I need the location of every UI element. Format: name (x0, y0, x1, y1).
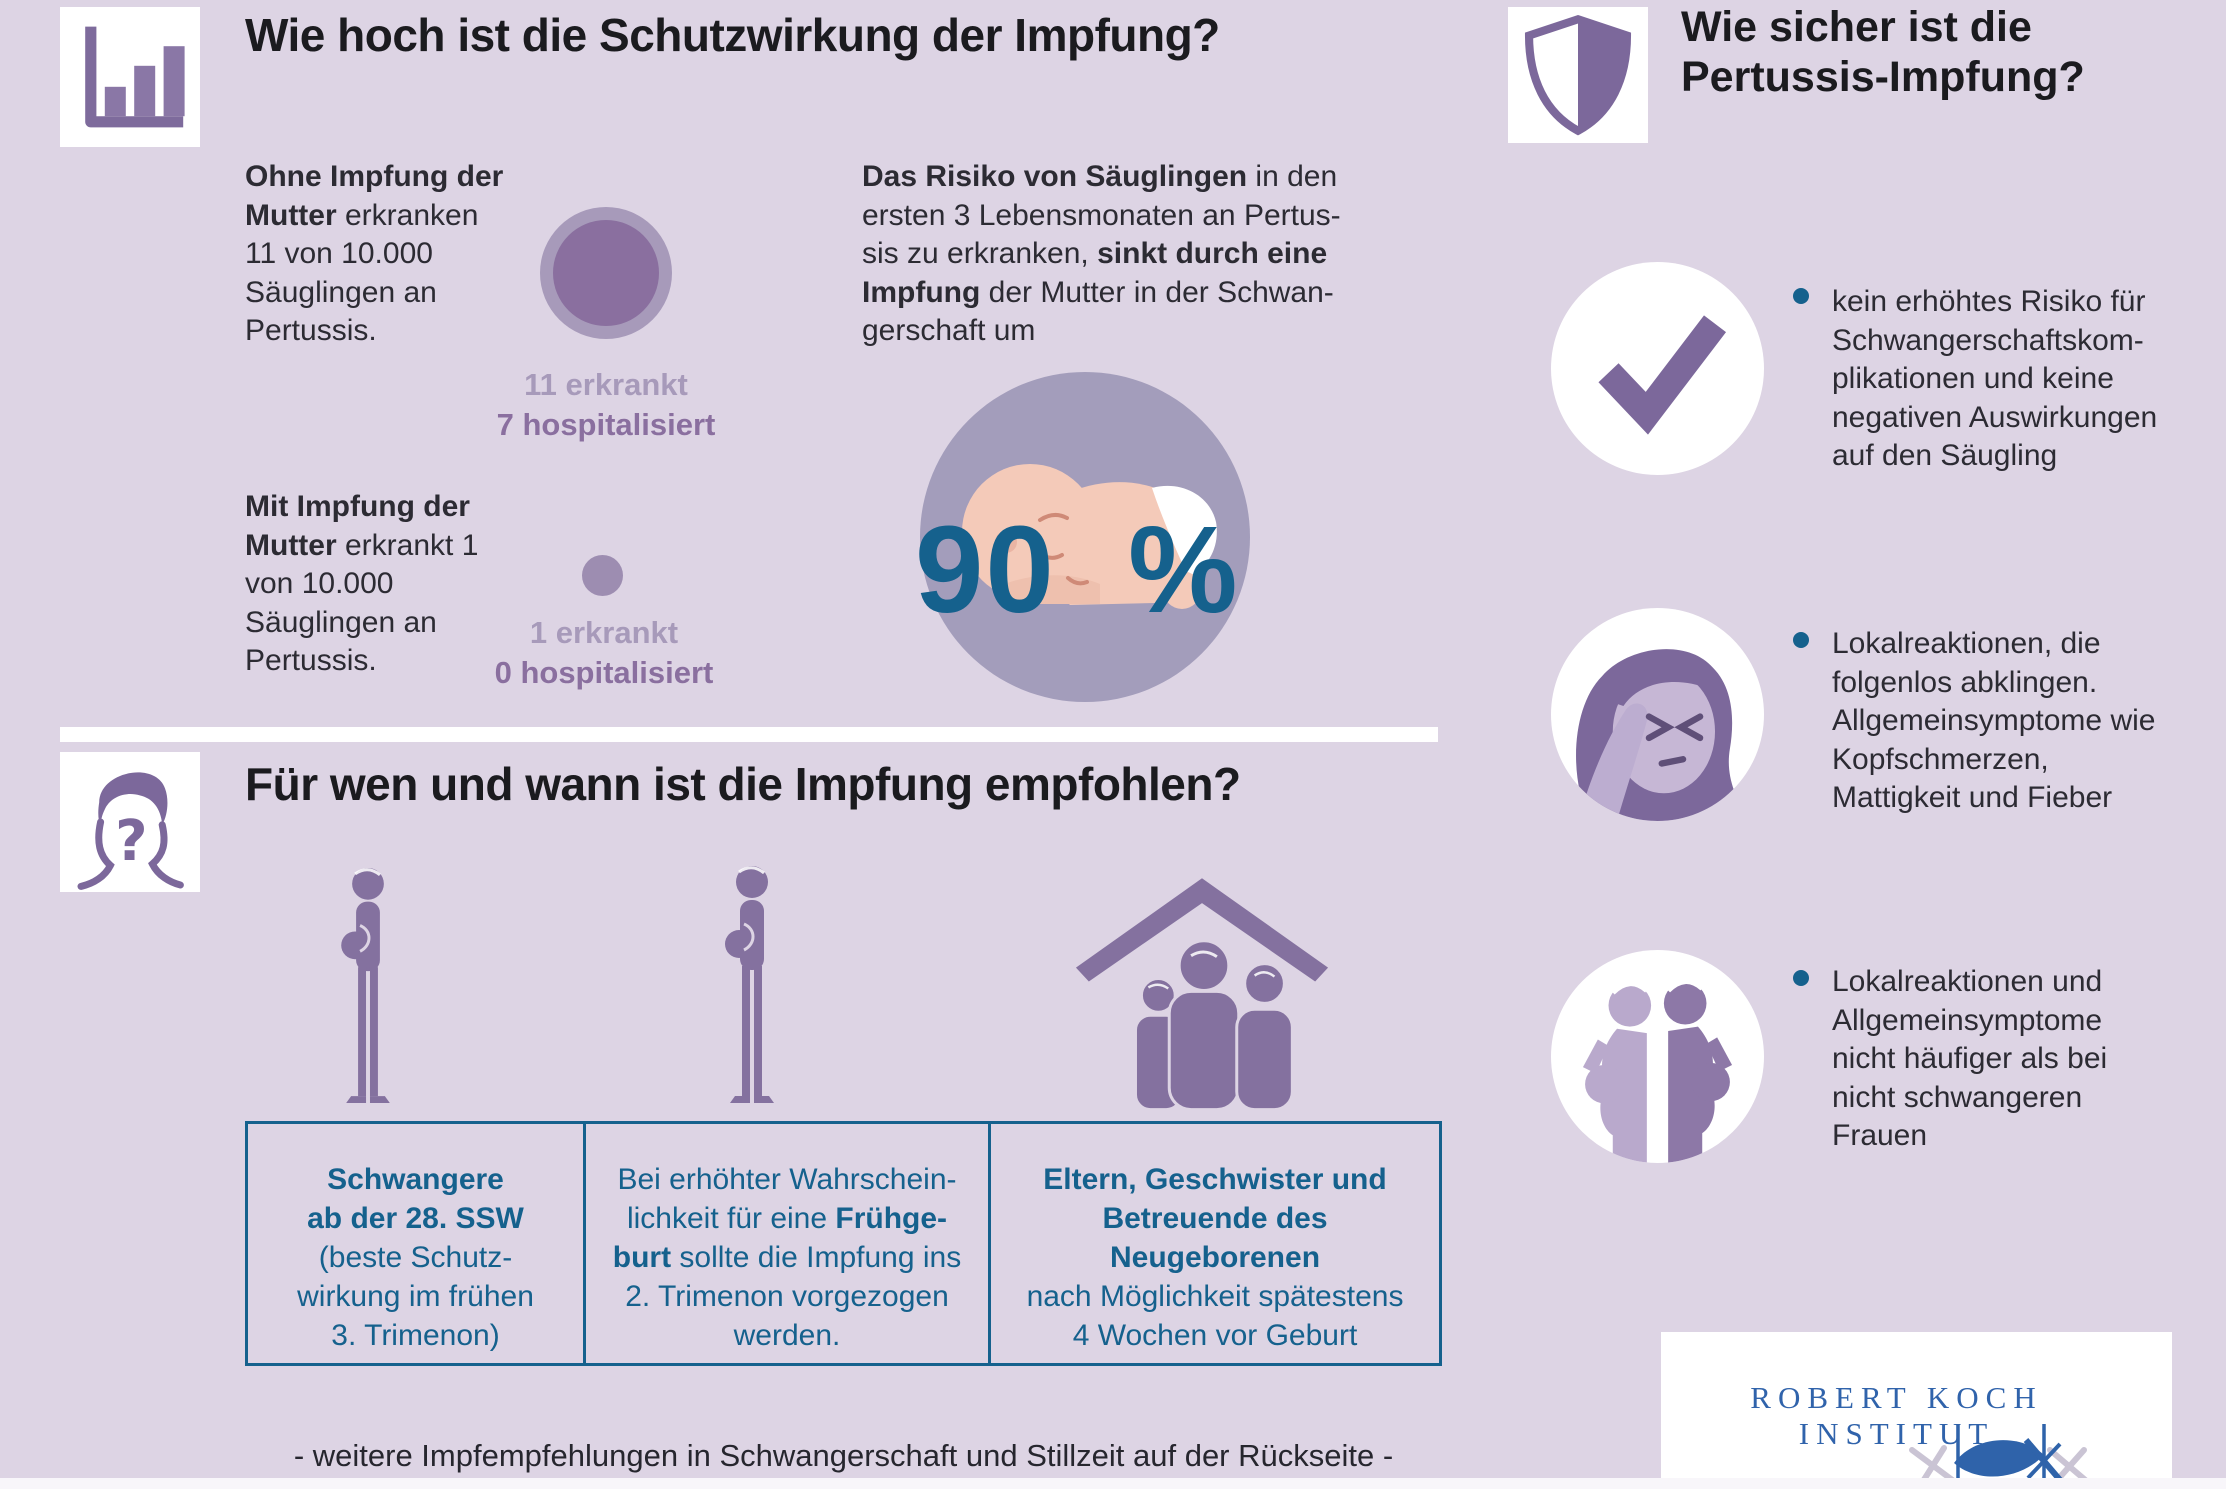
bar-chart-icon-box (60, 7, 200, 147)
protection-title: Wie hoch ist die Schutzwirkung der Impfu… (245, 9, 1220, 61)
check-icon-circle (1551, 262, 1764, 475)
large-circle-labels: 11 erkrankt 7 hospitalisiert (474, 365, 738, 445)
bar-chart-icon (85, 26, 185, 128)
safety-item: Lokalreaktionen und Allgemeinsymptome ni… (1551, 950, 2221, 1165)
safety-title: Wie sicher ist die Pertussis-Impfung? (1681, 3, 2085, 101)
footer-note: - weitere Impfempfehlungen in Schwangers… (293, 1438, 1394, 1473)
head-question-icon: ? (77, 772, 184, 890)
cases-label-small: 1 erkrankt (529, 615, 679, 650)
cases-circle-small (582, 555, 623, 596)
table-col-pregnant: Schwangere ab der 28. SSW (beste Schutz-… (248, 1124, 586, 1363)
safety-item-text: kein erhöhtes Risiko für Schwangerschaft… (1832, 285, 2158, 472)
hospitalized-label-small: 0 hospitalisiert (494, 655, 714, 690)
without-vaccination-text: Ohne Impfung der Mutter erkranken 11 von… (245, 160, 504, 347)
baby-circle (920, 372, 1250, 702)
sleeping-baby-icon (962, 464, 1217, 609)
recommendation-table: Schwangere ab der 28. SSW (beste Schutz-… (245, 1121, 1442, 1366)
family-under-roof-icon (1075, 878, 1329, 1110)
safety-item-text: Lokalreaktionen, die folgenlos abklingen… (1832, 627, 2156, 814)
pregnant-pair-icon (1582, 978, 1733, 1163)
headache-woman-icon (1576, 649, 1747, 821)
pregnant-pair-icon-circle (1551, 950, 1764, 1163)
hospitalized-label: 7 hospitalisiert (496, 407, 716, 442)
pregnant-woman-icon (725, 866, 774, 1103)
reduction-percent: 90 % (915, 502, 1240, 639)
head-question-icon-box: ? (60, 752, 200, 892)
table-col-preterm: Bei erhöhter Wahrschein- lichkeit für ei… (586, 1124, 991, 1363)
check-icon (1598, 315, 1727, 435)
rki-logo-text: ROBERT KOCH INSTITUT (1750, 1380, 2043, 1451)
safety-item: Lokalreaktionen, die folgenlos abklingen… (1551, 608, 2221, 823)
pregnant-woman-icon (341, 867, 390, 1104)
headache-icon-circle (1551, 608, 1764, 821)
bullet-dot (1793, 288, 1809, 304)
safety-item-text: Lokalreaktionen und Allgemeinsymptome ni… (1832, 965, 2108, 1152)
with-vaccination-text: Mit Impfung der Mutter erkrankt 1 von 10… (245, 490, 479, 677)
bottom-strip (0, 1478, 2226, 1489)
cases-label: 11 erkrankt (524, 367, 688, 402)
hospitalized-circle-large (553, 220, 659, 326)
recommendation-title: Für wen und wann ist die Impfung empfohl… (245, 758, 1241, 810)
small-circle-labels: 1 erkrankt 0 hospitalisiert (472, 613, 736, 693)
risk-text: Das Risiko von Säuglingen in den ersten … (862, 160, 1341, 347)
section-divider (60, 727, 1438, 742)
shield-icon (1524, 14, 1632, 136)
bullet-dot (1793, 970, 1809, 986)
svg-text:?: ? (115, 809, 147, 874)
safety-item: kein erhöhtes Risiko für Schwangerschaft… (1551, 262, 2221, 477)
shield-icon-box (1508, 7, 1648, 143)
rki-fish-icon (1909, 1424, 2093, 1489)
table-col-family: Eltern, Geschwister und Betreuende des N… (1026, 1163, 1404, 1352)
rki-logo-box: ROBERT KOCH INSTITUT (1661, 1332, 2172, 1489)
bullet-dot (1793, 632, 1809, 648)
